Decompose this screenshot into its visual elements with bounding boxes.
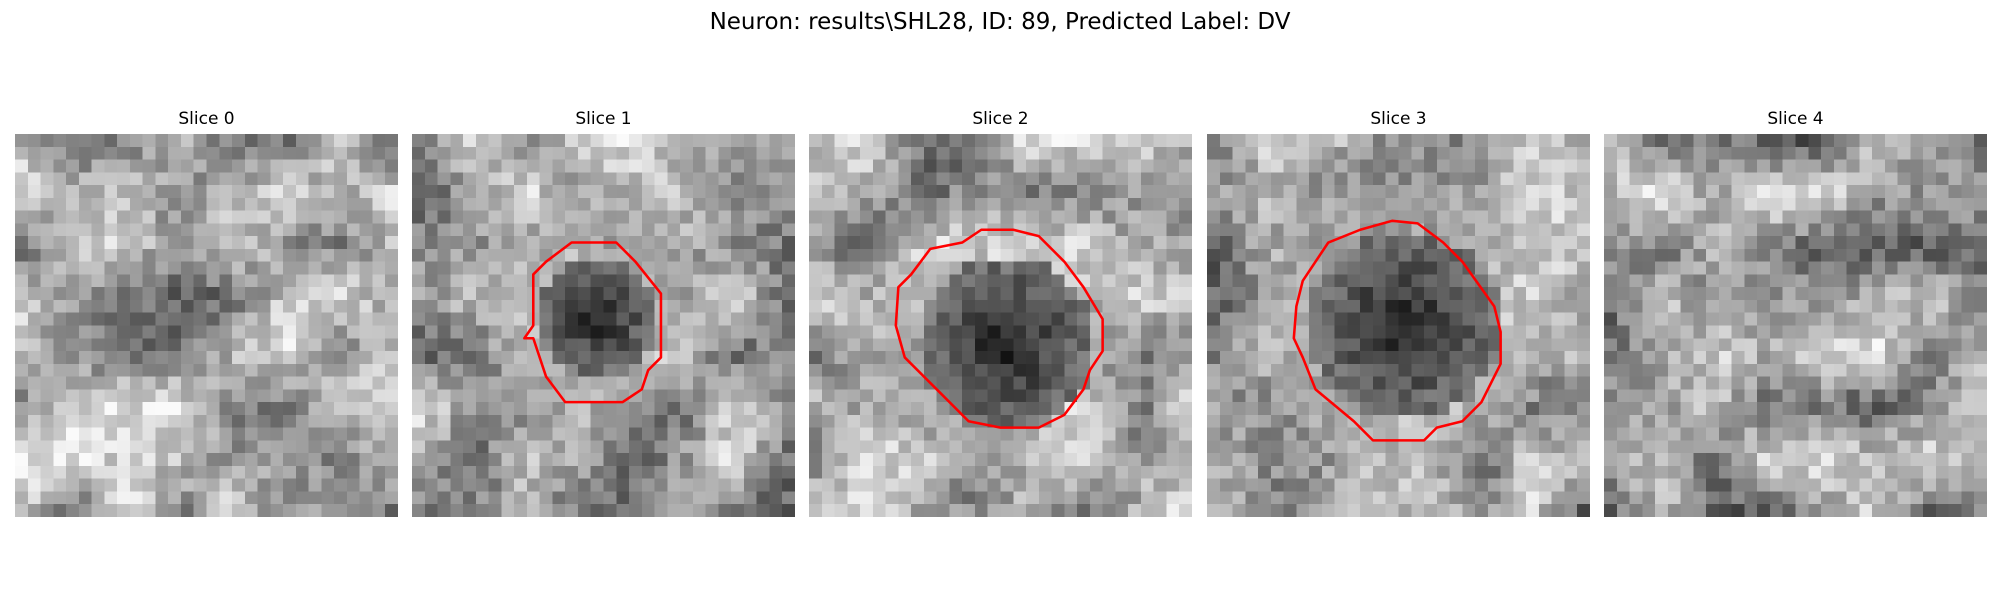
slice-panel-3: Slice 3 <box>1207 106 1590 526</box>
slice-image-3 <box>1207 134 1590 517</box>
slice-panel-1: Slice 1 <box>412 106 795 526</box>
slice-panel-4: Slice 4 <box>1604 106 1987 526</box>
slice-title-4: Slice 4 <box>1767 109 1824 129</box>
slice-panel-2: Slice 2 <box>809 106 1192 526</box>
slice-image-4 <box>1604 134 1987 517</box>
slice-image-1 <box>412 134 795 517</box>
pixel-grid <box>1207 134 1590 517</box>
slice-title-0: Slice 0 <box>178 109 235 129</box>
slice-panel-0: Slice 0 <box>15 106 398 526</box>
slice-title-1: Slice 1 <box>575 109 632 129</box>
cell-contour <box>523 241 663 404</box>
pixel-grid <box>1604 134 1987 517</box>
slice-image-2 <box>809 134 1192 517</box>
slice-title-2: Slice 2 <box>972 109 1029 129</box>
pixel-grid <box>809 134 1192 517</box>
pixel-grid <box>412 134 795 517</box>
cell-contour <box>1292 219 1502 442</box>
figure-title: Neuron: results\SHL28, ID: 89, Predicted… <box>709 9 1291 35</box>
cell-contour <box>894 228 1104 429</box>
slice-image-0 <box>15 134 398 517</box>
pixel-grid <box>15 134 398 517</box>
slice-title-3: Slice 3 <box>1370 109 1427 129</box>
